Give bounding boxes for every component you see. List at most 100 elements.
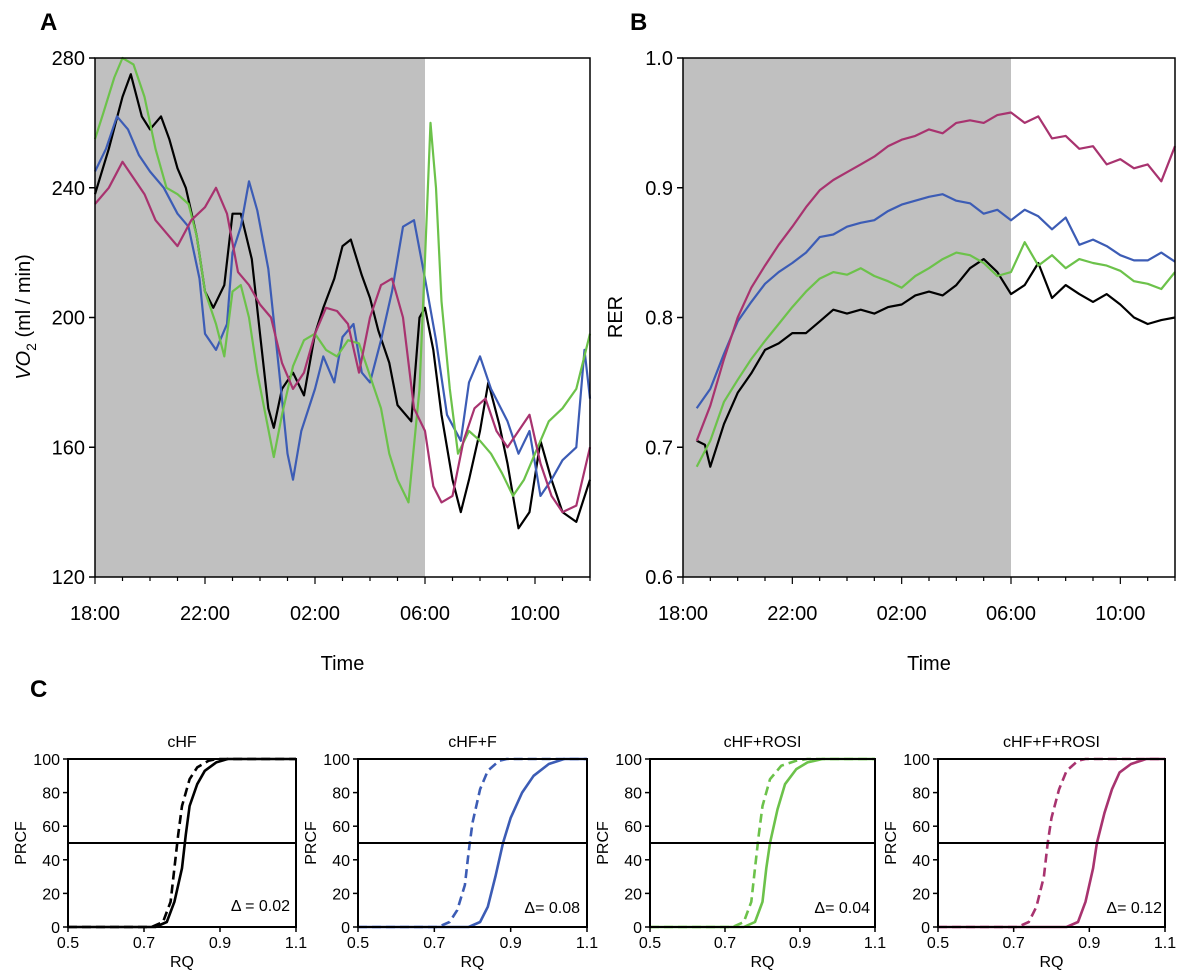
x-tick-label: 22:00 bbox=[767, 603, 817, 625]
panel-letter-c: C bbox=[30, 676, 47, 703]
y-axis-label: RER bbox=[605, 296, 627, 338]
shaded-night-region bbox=[683, 58, 1011, 577]
x-tick-label: 0.7 bbox=[1003, 935, 1025, 952]
x-tick-label: 0.5 bbox=[347, 935, 369, 952]
y-tick-label: 0 bbox=[51, 920, 60, 937]
y-tick-label: 240 bbox=[52, 178, 85, 200]
x-tick-label: 06:00 bbox=[986, 603, 1036, 625]
x-tick-label: 0.9 bbox=[789, 935, 811, 952]
y-tick-label: 60 bbox=[42, 819, 60, 836]
y-tick-label: 20 bbox=[912, 886, 930, 903]
delta-annotation: Δ= 0.12 bbox=[1106, 900, 1162, 917]
y-tick-label: 200 bbox=[52, 308, 85, 330]
y-tick-label: 80 bbox=[332, 786, 350, 803]
delta-annotation: Δ = 0.02 bbox=[231, 898, 290, 915]
panel-letter-a: A bbox=[40, 9, 57, 36]
chart-title: cHF bbox=[167, 734, 197, 751]
series-line-2 bbox=[695, 241, 1176, 468]
series-line-3 bbox=[695, 111, 1177, 442]
solid-cdf-line bbox=[650, 757, 875, 929]
chart-title: cHF+F bbox=[448, 734, 497, 751]
y-tick-label: 60 bbox=[624, 819, 642, 836]
x-tick-label: 0.9 bbox=[209, 935, 231, 952]
y-tick-label: 0 bbox=[633, 920, 642, 937]
dashed-cdf-line bbox=[650, 757, 875, 929]
y-tick-label: 20 bbox=[624, 886, 642, 903]
y-axis-label: PRCF bbox=[13, 821, 30, 865]
y-tick-label: 100 bbox=[33, 752, 60, 769]
y-tick-label: 100 bbox=[323, 752, 350, 769]
y-axis-label: VO2 (ml / min) bbox=[13, 254, 39, 380]
plot-frame bbox=[649, 758, 876, 928]
x-axis-label: Time bbox=[321, 653, 365, 675]
x-tick-label: 0.5 bbox=[927, 935, 949, 952]
y-tick-label: 0 bbox=[921, 920, 930, 937]
y-tick-label: 80 bbox=[624, 786, 642, 803]
panel-a-vo2-chart: 120 160 200 240 280 18:00 22:00 02:00 06:00 10:00… bbox=[13, 48, 592, 675]
y-tick-label: 0.7 bbox=[645, 437, 673, 459]
x-tick-label: 0.9 bbox=[1078, 935, 1100, 952]
y-tick-label: 40 bbox=[912, 853, 930, 870]
y-tick-label: 60 bbox=[912, 819, 930, 836]
series-line-0 bbox=[93, 73, 592, 530]
plot-frame bbox=[357, 758, 588, 928]
x-tick-label: 0.7 bbox=[423, 935, 445, 952]
x-tick-label: 02:00 bbox=[290, 603, 340, 625]
panel-c-chf-f-chart: cHF+F 0 20 40 60 80 100 0.5 0.7 0.9 1.1 RQ PRCF Δ= 0.… bbox=[303, 734, 598, 971]
series-line-0 bbox=[696, 258, 1176, 468]
x-tick-label: 02:00 bbox=[877, 603, 927, 625]
y-tick-label: 0.6 bbox=[645, 567, 673, 589]
plot-frame bbox=[67, 758, 297, 928]
x-tick-label: 0.9 bbox=[500, 935, 522, 952]
x-axis-label: RQ bbox=[751, 954, 775, 971]
x-tick-label: 1.1 bbox=[1154, 935, 1176, 952]
y-tick-label: 60 bbox=[332, 819, 350, 836]
x-tick-label: 18:00 bbox=[658, 603, 708, 625]
x-tick-label: 0.5 bbox=[639, 935, 661, 952]
plot-frame bbox=[937, 758, 1166, 928]
y-tick-label: 160 bbox=[52, 437, 85, 459]
series-line-3 bbox=[94, 160, 592, 514]
x-tick-label: 0.7 bbox=[714, 935, 736, 952]
panel-b-rer-chart: 0.6 0.7 0.8 0.9 1.0 18:00 22:00 02:00 06:00 10:00… bbox=[605, 48, 1177, 675]
y-axis-label-unit: (ml / min) bbox=[13, 254, 35, 343]
y-tick-label: 1.0 bbox=[645, 48, 673, 70]
delta-annotation: Δ= 0.08 bbox=[524, 900, 580, 917]
y-tick-label: 0 bbox=[341, 920, 350, 937]
y-tick-label: 40 bbox=[332, 853, 350, 870]
x-tick-label: 1.1 bbox=[576, 935, 598, 952]
y-tick-label: 0.8 bbox=[645, 308, 673, 330]
dashed-cdf-line bbox=[358, 757, 587, 929]
x-tick-label: 0.5 bbox=[57, 935, 79, 952]
dashed-cdf-line bbox=[68, 757, 296, 929]
y-axis-label-symbol: VO bbox=[13, 351, 35, 380]
panel-c-chf-f-rosi-chart: cHF+F+ROSI 0 20 40 60 80 100 0.5 0.7 0.9 1.1 RQ PRCF… bbox=[883, 734, 1176, 971]
dashed-cdf-line bbox=[938, 757, 1165, 929]
panel-c-chf-chart: cHF 0 20 40 60 80 100 0.5 0.7 0.9 1.1 RQ PRCF Δ = 0.0… bbox=[13, 734, 307, 971]
x-tick-label: 0.7 bbox=[133, 935, 155, 952]
y-tick-label: 40 bbox=[42, 853, 60, 870]
solid-cdf-line bbox=[358, 757, 587, 929]
x-axis-label: RQ bbox=[1040, 954, 1064, 971]
x-tick-label: 06:00 bbox=[400, 603, 450, 625]
chart-title: cHF+F+ROSI bbox=[1003, 734, 1100, 751]
y-tick-label: 100 bbox=[615, 752, 642, 769]
x-tick-label: 10:00 bbox=[1095, 603, 1145, 625]
y-tick-label: 80 bbox=[912, 786, 930, 803]
x-tick-label: 1.1 bbox=[285, 935, 307, 952]
y-tick-label: 120 bbox=[52, 567, 85, 589]
solid-cdf-line bbox=[938, 757, 1165, 929]
y-axis-label: PRCF bbox=[303, 821, 320, 865]
series-line-1 bbox=[695, 193, 1176, 409]
x-tick-label: 1.1 bbox=[864, 935, 886, 952]
solid-cdf-line bbox=[68, 757, 296, 929]
y-tick-label: 100 bbox=[903, 752, 930, 769]
y-tick-label: 20 bbox=[42, 886, 60, 903]
y-tick-label: 20 bbox=[332, 886, 350, 903]
x-axis-label: RQ bbox=[170, 954, 194, 971]
y-tick-label: 80 bbox=[42, 786, 60, 803]
y-axis-label-subscript: 2 bbox=[23, 343, 39, 351]
x-tick-label: 22:00 bbox=[180, 603, 230, 625]
series-line-2 bbox=[93, 56, 592, 504]
